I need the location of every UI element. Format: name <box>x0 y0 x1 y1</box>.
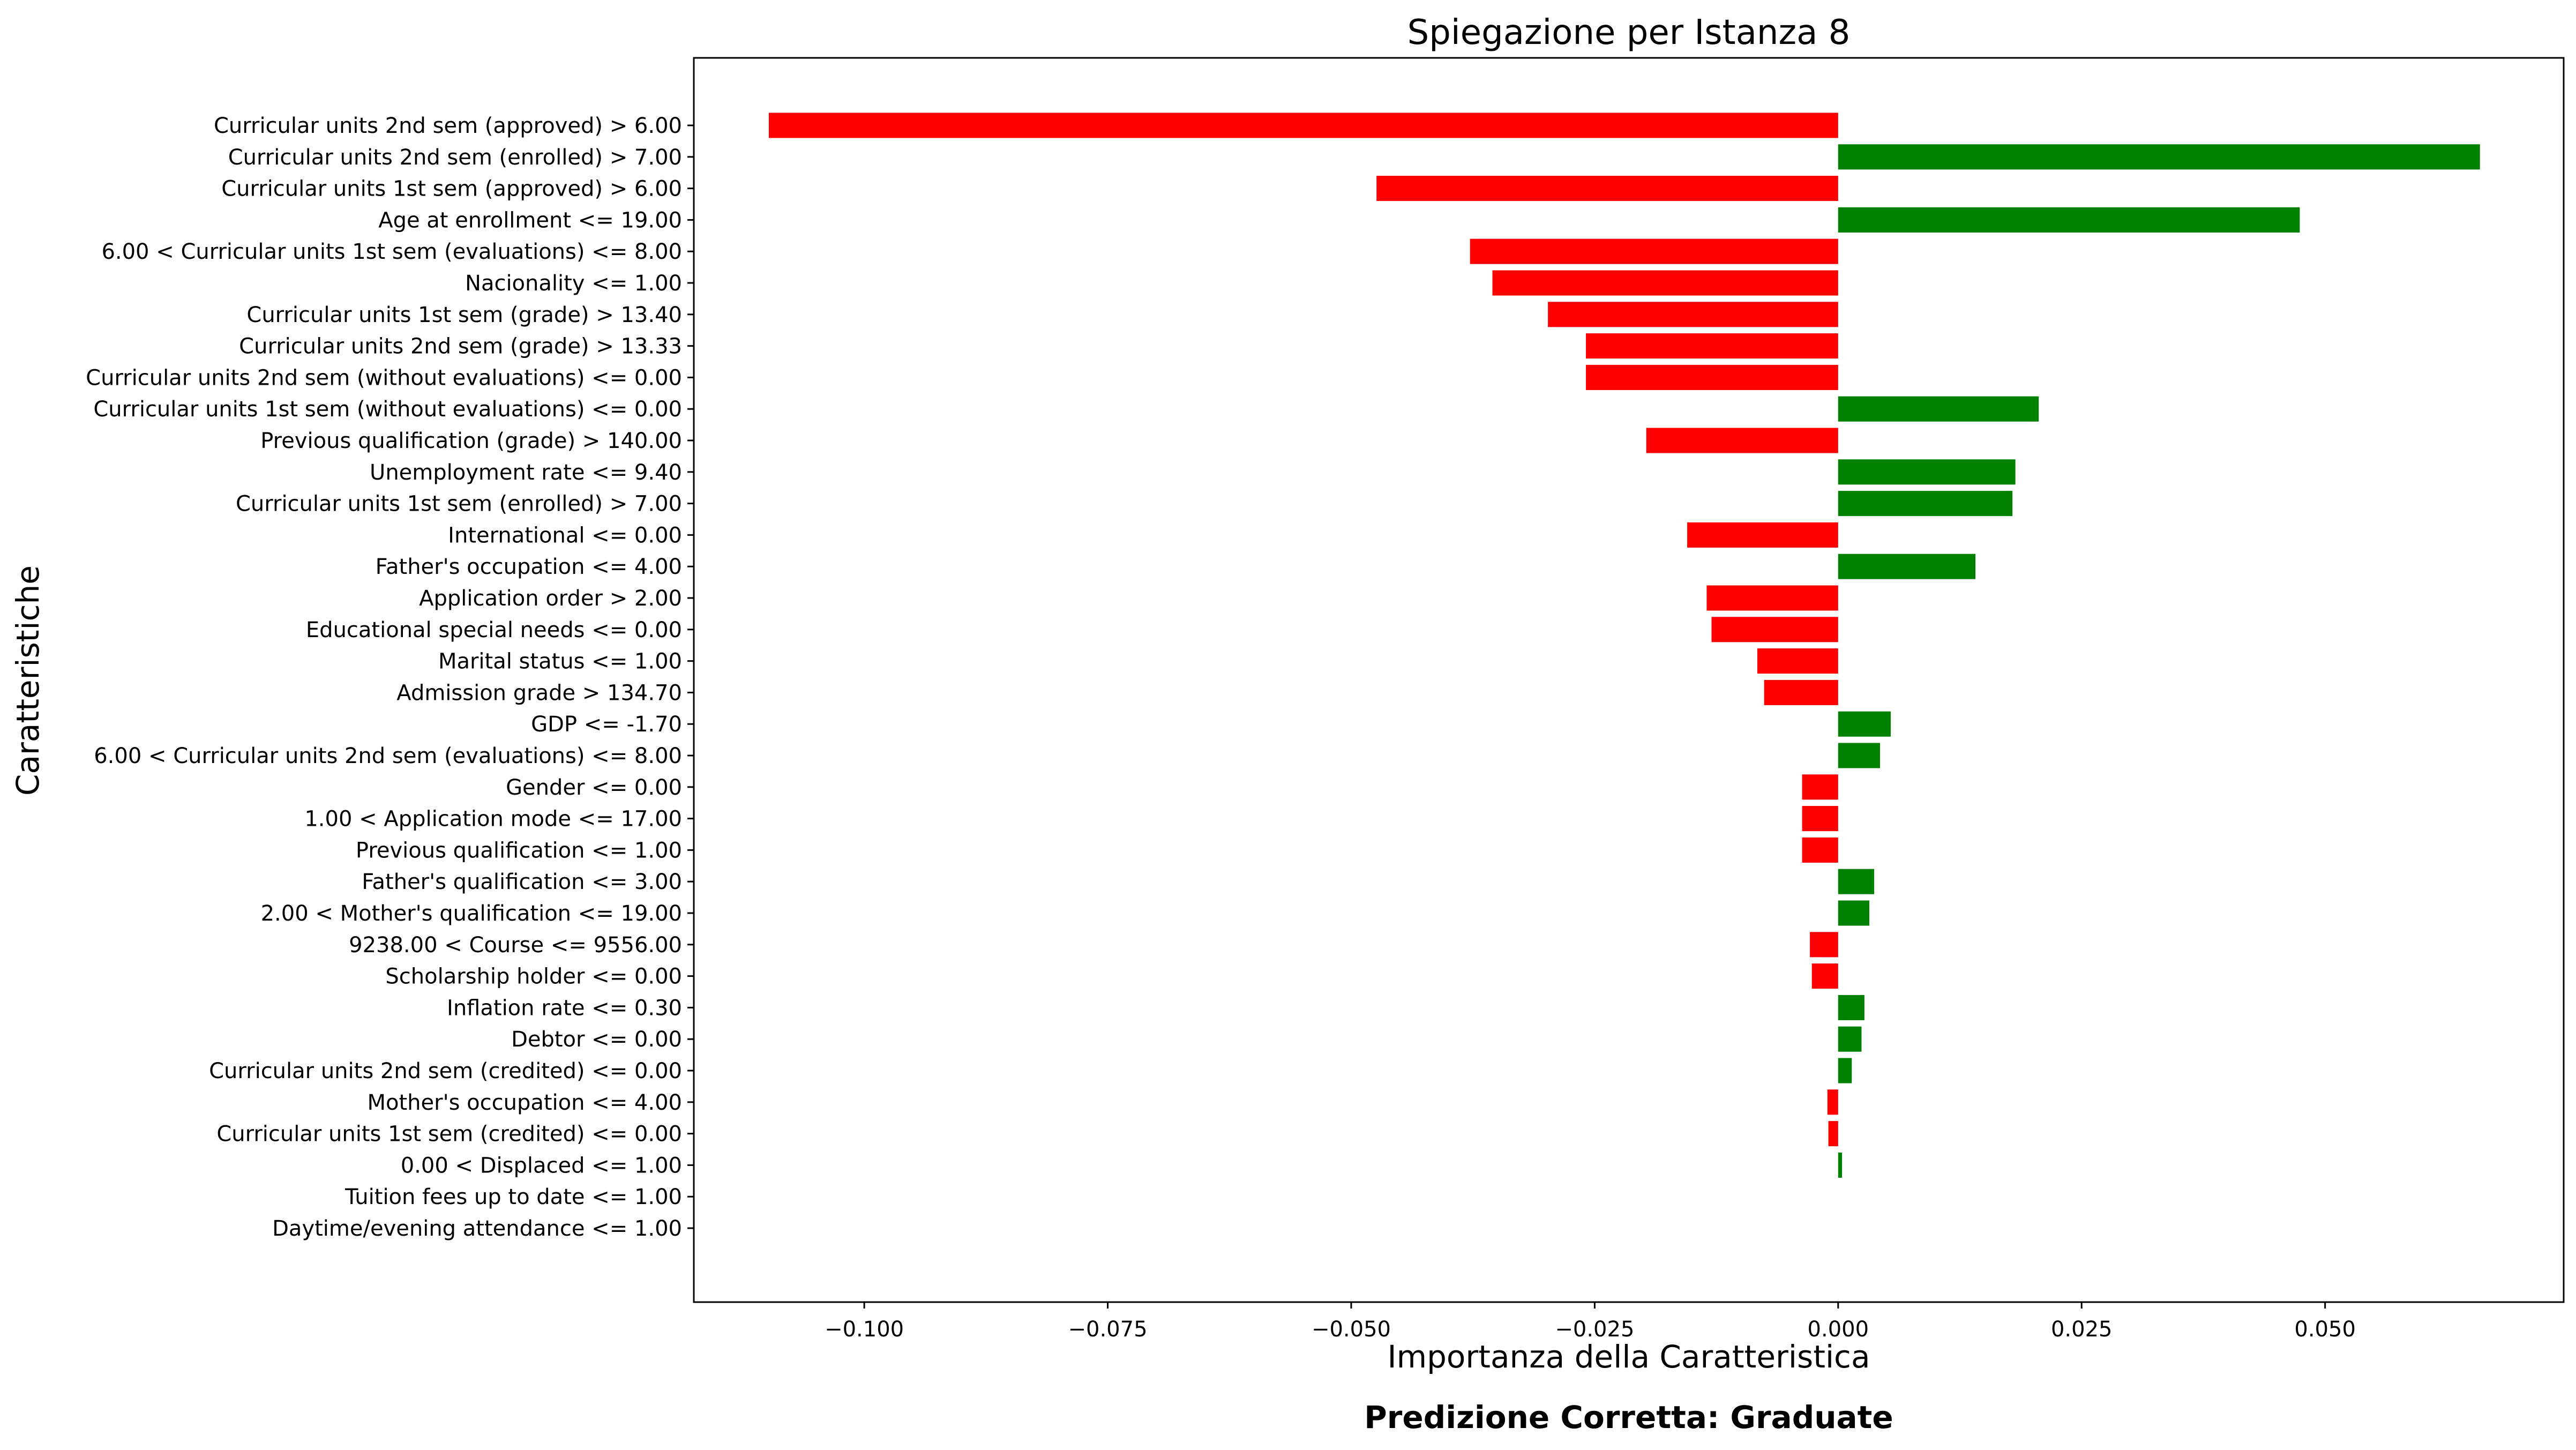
y-tick-label: Mother's occupation <= 4.00 <box>368 1090 682 1115</box>
y-tick-label: 1.00 < Application mode <= 17.00 <box>304 807 682 832</box>
y-tick-label: Educational special needs <= 0.00 <box>306 618 682 642</box>
bar-2 <box>1376 176 1838 201</box>
y-tick-label: Age at enrollment <= 19.00 <box>378 208 682 233</box>
y-tick-label: Curricular units 1st sem (grade) > 13.40 <box>246 303 682 327</box>
x-tick-label: 0.025 <box>2051 1317 2113 1342</box>
y-tick-label: 6.00 < Curricular units 1st sem (evaluat… <box>101 240 682 264</box>
chart-title: Spiegazione per Istanza 8 <box>1407 13 1851 53</box>
bar-5 <box>1492 270 1838 296</box>
bar-11 <box>1838 459 2016 485</box>
bar-21 <box>1802 774 1838 800</box>
bar-10 <box>1646 428 1838 453</box>
bar-19 <box>1838 711 1891 737</box>
bar-31 <box>1827 1089 1838 1115</box>
y-tick-label: Admission grade > 134.70 <box>396 681 682 705</box>
y-tick-label: Debtor <= 0.00 <box>511 1027 682 1052</box>
y-tick-label: Tuition fees up to date <= 1.00 <box>345 1185 682 1209</box>
y-tick-label: Father's qualification <= 3.00 <box>362 870 682 894</box>
bar-3 <box>1838 207 2300 233</box>
bar-20 <box>1838 743 1880 768</box>
bar-6 <box>1548 302 1838 327</box>
y-tick-label: 2.00 < Mother's qualification <= 19.00 <box>261 901 682 926</box>
bar-15 <box>1706 585 1838 611</box>
x-tick-label: 0.050 <box>2294 1317 2356 1342</box>
bar-29 <box>1838 1026 1862 1052</box>
y-tick-label: Nacionality <= 1.00 <box>465 271 682 296</box>
y-tick-label: 9238.00 < Course <= 9556.00 <box>349 933 682 958</box>
y-tick-label: Curricular units 2nd sem (enrolled) > 7.… <box>228 145 682 170</box>
bar-23 <box>1802 837 1838 863</box>
bar-28 <box>1838 995 1864 1020</box>
y-tick-label: Father's occupation <= 4.00 <box>376 555 682 579</box>
y-tick-label: Unemployment rate <= 9.40 <box>370 460 682 485</box>
x-tick-label: −0.100 <box>825 1317 904 1342</box>
bar-12 <box>1838 491 2013 517</box>
x-tick-label: −0.075 <box>1068 1317 1148 1342</box>
y-tick-label: Inflation rate <= 0.30 <box>447 996 682 1020</box>
bar-1 <box>1838 144 2480 170</box>
x-tick-label: −0.025 <box>1555 1317 1634 1342</box>
y-tick-label: Previous qualification <= 1.00 <box>356 838 682 863</box>
y-tick-label: Gender <= 0.00 <box>506 775 682 800</box>
bar-24 <box>1838 869 1875 894</box>
bar-9 <box>1838 396 2039 422</box>
y-tick-label: Previous qualification (grade) > 140.00 <box>260 429 682 453</box>
y-tick-label: Curricular units 1st sem (credited) <= 0… <box>216 1122 682 1147</box>
y-axis-ticks: Curricular units 2nd sem (approved) > 6.… <box>86 114 694 1241</box>
bar-17 <box>1757 648 1838 674</box>
bar-18 <box>1764 679 1838 705</box>
bar-30 <box>1838 1058 1852 1083</box>
bar-22 <box>1802 806 1838 832</box>
bars-group <box>768 113 2480 1178</box>
x-tick-label: 0.000 <box>1808 1317 1869 1342</box>
bar-27 <box>1811 963 1838 989</box>
bar-7 <box>1586 333 1838 359</box>
bar-0 <box>768 113 1838 138</box>
y-tick-label: Curricular units 1st sem (enrolled) > 7.… <box>236 492 682 517</box>
x-axis-ticks: −0.100 −0.075 −0.050 −0.025 0.000 0.025 0.050 <box>825 1302 2356 1342</box>
bar-25 <box>1838 900 1869 926</box>
bar-16 <box>1711 617 1838 642</box>
y-tick-label: Application order > 2.00 <box>419 586 682 611</box>
y-tick-label: Marital status <= 1.00 <box>438 649 682 674</box>
bar-4 <box>1470 238 1838 264</box>
bar-13 <box>1687 522 1838 548</box>
bar-33 <box>1838 1152 1843 1178</box>
y-tick-label: Curricular units 2nd sem (approved) > 6.… <box>214 114 682 138</box>
y-tick-label: Curricular units 2nd sem (credited) <= 0… <box>209 1059 682 1083</box>
x-tick-label: −0.050 <box>1312 1317 1391 1342</box>
y-axis-label: Caratteristiche <box>10 565 46 796</box>
x-axis-label: Importanza della Caratteristica <box>1388 1339 1870 1375</box>
y-tick-label: Curricular units 2nd sem (without evalua… <box>86 365 682 390</box>
y-tick-label: 0.00 < Displaced <= 1.00 <box>401 1153 682 1178</box>
y-tick-label: Curricular units 1st sem (without evalua… <box>93 397 682 422</box>
bar-26 <box>1810 932 1838 958</box>
y-tick-label: 6.00 < Curricular units 2nd sem (evaluat… <box>94 744 682 768</box>
y-tick-label: Curricular units 1st sem (approved) > 6.… <box>221 177 682 201</box>
bar-8 <box>1586 364 1838 390</box>
bar-14 <box>1838 554 1976 579</box>
plot-area-frame <box>693 57 2565 1303</box>
y-tick-label: GDP <= -1.70 <box>531 712 682 737</box>
prediction-result-text: Predizione Corretta: Graduate <box>1364 1399 1893 1436</box>
y-tick-label: International <= 0.00 <box>448 523 682 548</box>
bar-32 <box>1828 1121 1838 1147</box>
y-tick-label: Curricular units 2nd sem (grade) > 13.33 <box>239 334 682 359</box>
y-tick-label: Daytime/evening attendance <= 1.00 <box>272 1216 682 1241</box>
y-tick-label: Scholarship holder <= 0.00 <box>385 965 682 989</box>
